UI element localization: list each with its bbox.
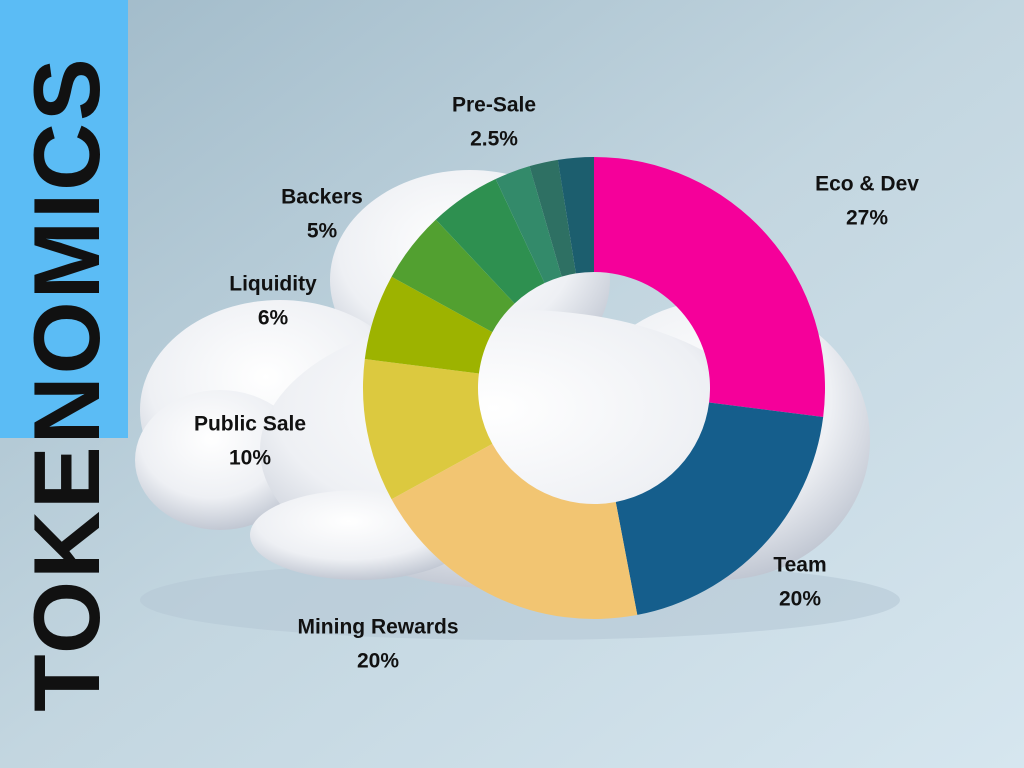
slice-label: Team [773, 554, 826, 577]
donut-slice [594, 157, 825, 417]
value-label: 27% [846, 207, 888, 230]
donut [363, 157, 825, 619]
slice-label: Liquidity [229, 273, 317, 296]
side-bar [0, 0, 128, 438]
donut-slice [435, 178, 545, 304]
chart-title: TOKENOMICS [14, 56, 119, 711]
value-label: 2.5% [470, 128, 518, 151]
donut-slice [364, 276, 493, 374]
slice-label: Pre-Sale [452, 94, 536, 117]
donut-slice [557, 157, 594, 274]
donut-slice [363, 359, 493, 500]
value-label: 20% [357, 650, 399, 673]
slice-label: Backers [281, 186, 363, 209]
donut-slice [495, 166, 562, 284]
donut-slice [391, 443, 638, 619]
slice-label: Eco & Dev [815, 173, 919, 196]
value-label: 6% [258, 307, 289, 330]
slice-label: Public Sale [194, 413, 306, 436]
donut-slice [529, 159, 576, 277]
donut-slice [391, 219, 515, 333]
labels: Eco & Dev 27% Team 20% Mining Rewards 20% Publ… [194, 94, 919, 673]
value-label: 10% [229, 447, 271, 470]
value-label: 5% [307, 220, 338, 243]
slice-label: Mining Rewards [297, 616, 458, 639]
value-label: 20% [779, 588, 821, 611]
donut-slice [615, 402, 824, 615]
